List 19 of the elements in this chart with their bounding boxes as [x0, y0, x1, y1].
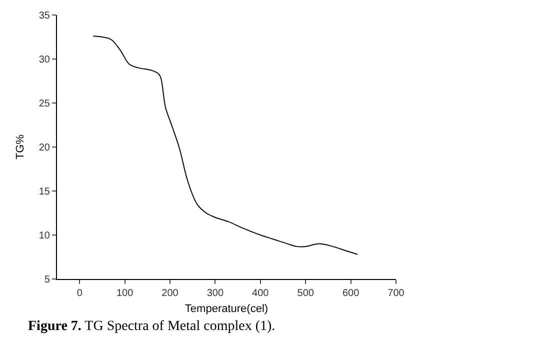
y-tick-label: 15 — [38, 186, 50, 198]
line-series — [92, 36, 358, 255]
x-tick-label: 600 — [342, 288, 360, 299]
caption: Figure 7. TG Spectra of Metal complex (1). — [28, 319, 276, 334]
x-tick-label: 0 — [76, 288, 83, 299]
y-tick-label: 10 — [38, 230, 50, 242]
x-tick-label: 200 — [162, 288, 179, 299]
y-tick-label: 35 — [38, 10, 50, 22]
y-tick-label: 5 — [44, 274, 50, 286]
x-tick-label: 100 — [116, 288, 134, 299]
x-tick-label: 700 — [388, 288, 405, 299]
y-axis-title: TG% — [14, 134, 27, 160]
x-tick-label: 300 — [206, 288, 224, 299]
x-tick-label: 400 — [252, 288, 270, 299]
y-tick-label: 30 — [38, 54, 50, 66]
x-axis-title: Temperature(cel) — [184, 303, 268, 316]
y-tick-label: 25 — [38, 98, 50, 110]
x-tick-label: 500 — [297, 288, 314, 299]
y-tick-label: 20 — [38, 142, 50, 154]
